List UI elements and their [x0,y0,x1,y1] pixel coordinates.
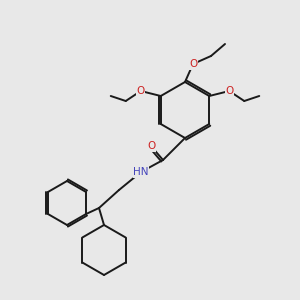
Text: O: O [136,86,145,96]
Text: O: O [189,59,197,69]
Text: O: O [225,86,233,96]
Text: HN: HN [133,167,149,177]
Text: O: O [147,141,155,151]
